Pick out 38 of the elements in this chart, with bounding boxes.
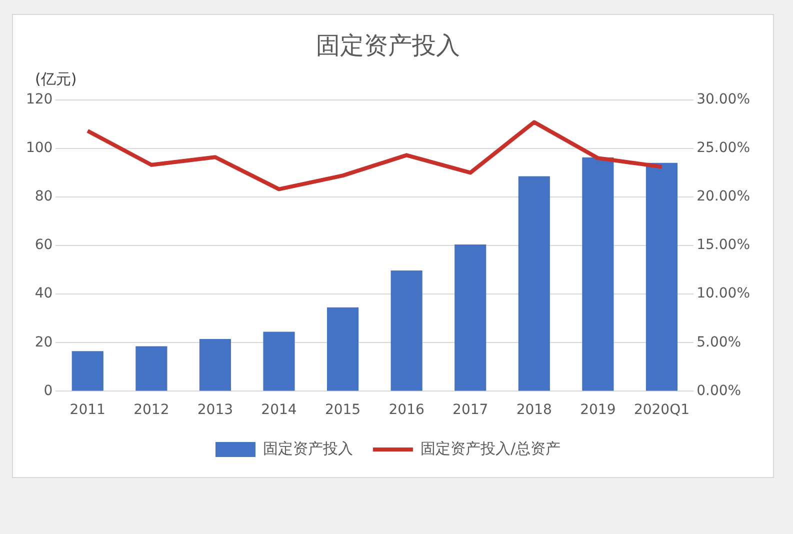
y2-tick-label: 20.00% — [696, 188, 750, 205]
x-tick-label: 2013 — [197, 402, 234, 418]
y-tick-label: 20 — [34, 334, 53, 350]
x-tick-label: 2012 — [134, 402, 170, 418]
legend-label: 固定资产投入/总资产 — [420, 439, 561, 458]
y-axis-title: (亿元) — [35, 70, 77, 88]
x-tick-label: 2014 — [261, 402, 297, 418]
bar — [582, 157, 614, 391]
bar — [326, 307, 359, 391]
y2-tick-label: 10.00% — [696, 286, 750, 302]
y2-tick-label: 30.00% — [696, 91, 750, 108]
y-tick-label: 40 — [34, 286, 53, 302]
bar — [199, 338, 231, 391]
bar — [518, 176, 550, 391]
bar — [454, 244, 486, 391]
legend-label: 固定资产投入 — [262, 439, 353, 458]
x-tick-label: 2018 — [516, 402, 552, 418]
y2-tick-label: 0.00% — [696, 382, 742, 399]
x-tick-label: 2020Q1 — [634, 402, 690, 418]
y-tick-label: 120 — [26, 91, 53, 108]
x-tick-label: 2015 — [324, 402, 361, 418]
bar — [72, 351, 104, 391]
x-tick-label: 2019 — [580, 402, 616, 418]
bar — [136, 346, 168, 391]
y2-tick-label: 5.00% — [696, 334, 742, 350]
x-tick-label: 2011 — [70, 402, 106, 418]
y-tick-label: 100 — [26, 140, 53, 156]
bar — [390, 270, 422, 391]
y-tick-label: 80 — [34, 188, 53, 205]
y2-tick-label: 25.00% — [696, 140, 750, 156]
y-tick-label: 0 — [44, 382, 53, 399]
bar — [646, 162, 678, 391]
x-tick-label: 2016 — [388, 402, 424, 418]
chart-title: 固定资产投入 — [316, 32, 460, 60]
x-tick-label: 2017 — [452, 402, 488, 418]
bar — [263, 332, 295, 391]
y-tick-label: 60 — [34, 237, 53, 254]
y2-tick-label: 15.00% — [696, 237, 750, 254]
